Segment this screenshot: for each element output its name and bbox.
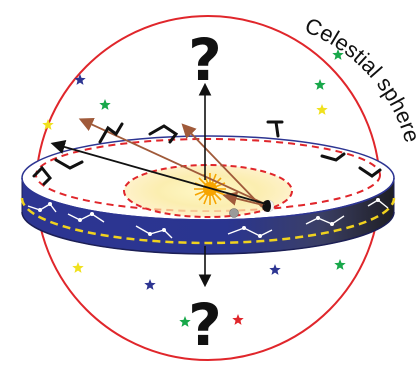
star-icon <box>334 259 346 270</box>
question-mark-bottom: ? <box>188 291 222 359</box>
star-icon <box>316 104 328 115</box>
star-icon <box>332 49 344 60</box>
star-icon <box>144 279 156 290</box>
band-constellations <box>27 199 389 239</box>
star-icon <box>232 314 244 325</box>
star-icon <box>99 99 111 110</box>
celestial-sphere-label: Celestial sphere <box>301 13 419 146</box>
sight-arrow-upper <box>78 117 266 205</box>
moon-icon <box>229 208 239 218</box>
equator-dashed-line <box>20 197 396 245</box>
ring-constellations <box>32 120 382 186</box>
star-icon <box>269 264 281 275</box>
star-icon <box>314 79 326 90</box>
earth-orbit-dashed <box>123 164 293 218</box>
sight-arrow-black <box>50 140 267 205</box>
sight-arrow-sun <box>222 191 264 206</box>
sight-arrow-lower <box>181 123 263 208</box>
star-icon <box>72 262 84 273</box>
question-mark-top: ? <box>188 26 222 94</box>
star-icon <box>74 74 86 85</box>
stars <box>42 49 346 327</box>
star-icon <box>42 119 54 130</box>
star-icon <box>179 316 191 327</box>
